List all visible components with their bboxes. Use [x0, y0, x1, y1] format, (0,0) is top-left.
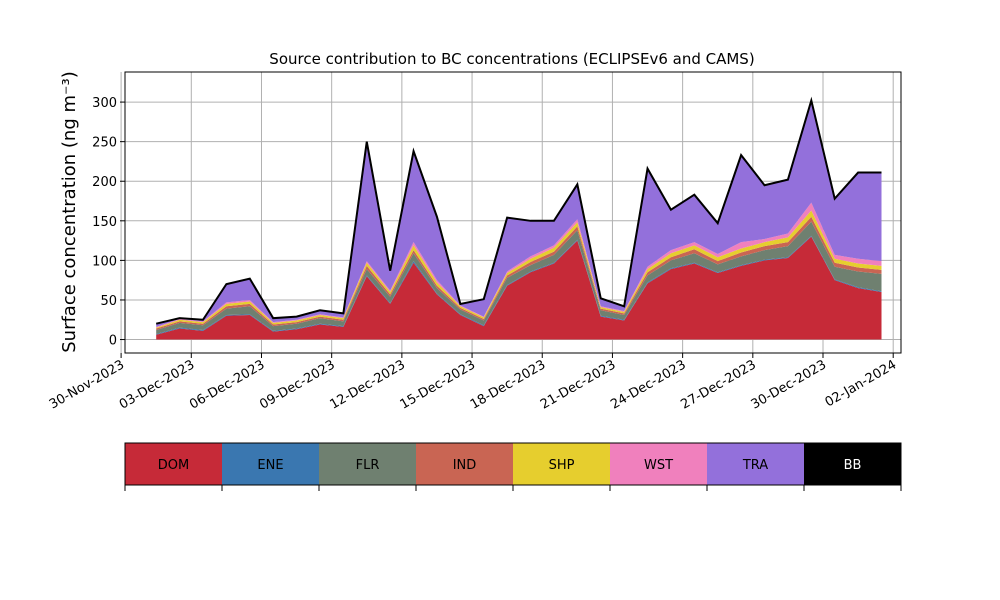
- y-tick-label: 200: [92, 175, 117, 190]
- legend-swatch-tra: [707, 443, 804, 485]
- y-axis: 0 50 100 150 200 250 300: [92, 96, 125, 349]
- x-tick-label: 06-Dec-2023: [187, 357, 267, 412]
- area-flr: [156, 221, 882, 335]
- legend-swatch-ind: [416, 443, 513, 485]
- x-tick-label: 21-Dec-2023: [538, 357, 618, 412]
- x-tick-label: 15-Dec-2023: [398, 357, 478, 412]
- x-tick-label: 03-Dec-2023: [117, 357, 197, 412]
- stacked-areas: [156, 99, 882, 340]
- legend-label-flr: FLR: [356, 458, 380, 473]
- legend-swatch-dom: [125, 443, 222, 485]
- legend-label-tra: TRA: [742, 458, 768, 473]
- x-tick-label: 09-Dec-2023: [257, 357, 337, 412]
- legend-label-ene: ENE: [257, 458, 283, 473]
- legend-swatch-shp: [513, 443, 610, 485]
- y-tick-label: 0: [109, 334, 117, 349]
- legend-label-ind: IND: [453, 458, 477, 473]
- area-wst: [156, 202, 882, 328]
- x-axis: 30-Nov-202303-Dec-202306-Dec-202309-Dec-…: [47, 353, 899, 413]
- area-tra: [156, 99, 882, 327]
- legend-label-dom: DOM: [158, 458, 189, 473]
- legend-swatch-bb: [804, 443, 901, 485]
- legend-label-bb: BB: [844, 458, 862, 473]
- x-tick-label: 27-Dec-2023: [678, 357, 758, 412]
- plot-area: [120, 71, 902, 354]
- x-tick-label: 18-Dec-2023: [468, 357, 548, 412]
- x-tick-label: 30-Dec-2023: [749, 357, 829, 412]
- x-tick-label: 02-Jan-2024: [823, 357, 900, 410]
- y-axis-label: Surface concentration (ng m⁻³): [59, 71, 80, 353]
- y-tick-label: 250: [92, 136, 117, 151]
- x-tick-label: 24-Dec-2023: [608, 357, 688, 412]
- area-dom: [156, 236, 882, 340]
- y-tick-label: 150: [92, 215, 117, 230]
- legend-label-wst: WST: [644, 458, 673, 473]
- legend-swatch-ene: [222, 443, 319, 485]
- y-tick-label: 50: [100, 294, 117, 309]
- legend-label-shp: SHP: [549, 458, 575, 473]
- plot-frame: [124, 71, 902, 354]
- y-tick-label: 100: [92, 254, 117, 269]
- legend-swatch-flr: [319, 443, 416, 485]
- x-tick-label: 30-Nov-2023: [47, 357, 127, 412]
- chart-title: Source contribution to BC concentrations…: [269, 50, 754, 68]
- source-colorbar-legend: DOM ENE FLR IND SHP WST TRA BB: [124, 442, 902, 491]
- y-tick-label: 300: [92, 96, 117, 111]
- x-tick-label: 12-Dec-2023: [327, 357, 407, 412]
- legend-swatch-wst: [610, 443, 707, 485]
- legend-frame: [124, 442, 902, 486]
- total-line: [155, 96, 882, 325]
